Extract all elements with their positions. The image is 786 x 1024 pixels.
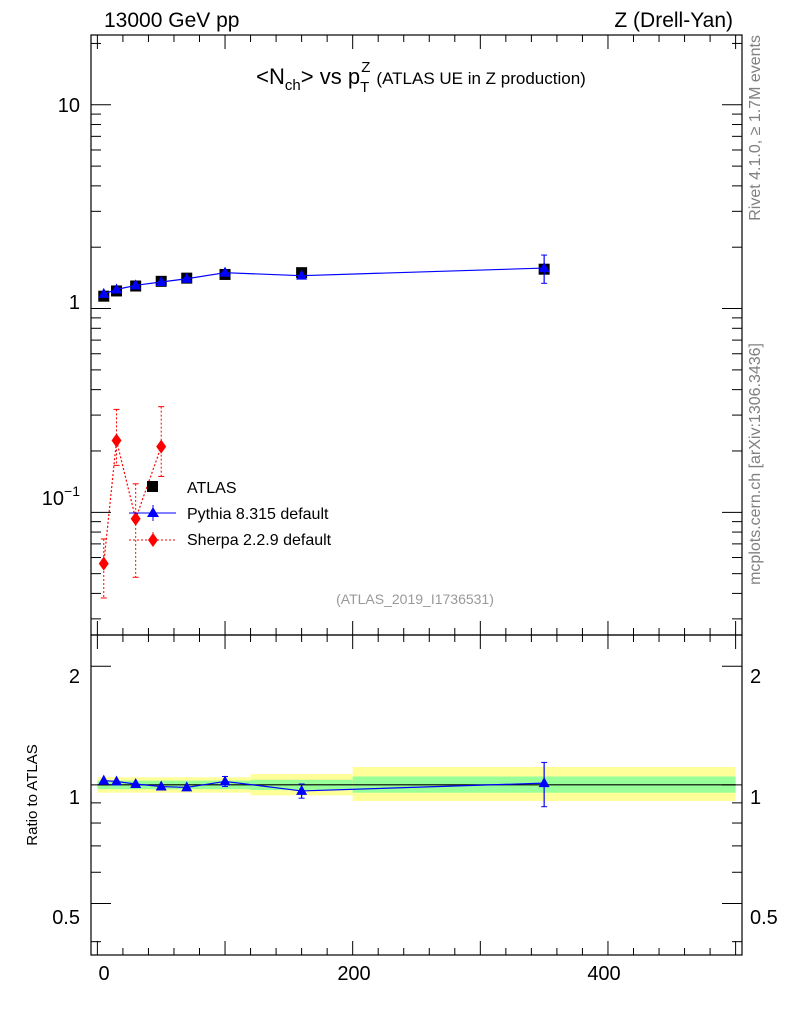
pythia-point [111,283,123,294]
sherpa-line [103,440,162,564]
legend-marker-sherpa [148,533,158,547]
sherpa-point [98,556,109,571]
title-main-sub: ch [285,77,301,94]
ratio-pythia-point [181,781,193,792]
title-main: <N [256,64,285,89]
ratio-y-tick-label-1: 1 [69,787,80,809]
ratio-pythia-point [219,775,231,786]
pythia-point [98,287,110,298]
x-tick-label-0: 0 [98,963,109,985]
y-tick-label-1: 1 [69,292,80,314]
plot-title: <Nch> vs pTZ (ATLAS UE in Z production) [256,59,586,96]
ratio-plot-frame [90,634,743,956]
y-tick-label-0.1-base: 10 [42,488,64,510]
sherpa-point [156,439,167,454]
y-tick-label-0.1: 10−1 [42,483,80,510]
legend: ATLAS Pythia 8.315 default Sherpa 2.2.9 … [129,480,332,549]
legend-label-pythia: Pythia 8.315 default [187,506,329,523]
analysis-watermark: (ATLAS_2019_I1736531) [336,591,494,607]
pythia-point [181,272,193,283]
rivet-label: Rivet 4.1.0, ≥ 1.7M events [747,35,764,221]
ratio-y-tick-label-right-1: 1 [750,787,761,809]
pythia-point [155,275,167,286]
ratio-pythia-point [130,777,142,788]
ratio-pythia-point [296,784,308,795]
y-tick-label-0.1-exp: −1 [64,483,80,499]
ratio-pythia-point [538,777,550,788]
title-var-sup: Z [361,59,370,76]
x-tick-label-200: 200 [337,963,370,985]
ratio-pythia-point [155,780,167,791]
pythia-point [296,269,308,280]
title-main-end: > vs p [301,64,360,89]
pythia-point [130,279,142,290]
pythia-line [103,267,545,295]
ratio-plot-panel: Ratio to ATLAS 2 1 0.5 2 1 0.5 0 200 400 [24,634,778,985]
ratio-y-tick-label-right-0.5: 0.5 [750,907,778,929]
sherpa-point [130,511,141,526]
ratio-pythia-point [111,775,123,786]
ratio-y-label: Ratio to ATLAS [24,744,41,845]
mcplots-label: mcplots.cern.ch [arXiv:1306.3436] [747,343,764,585]
ratio-y-tick-label-2: 2 [69,666,80,688]
sherpa-point [111,433,122,448]
legend-marker-pythia [147,507,159,517]
legend-label-atlas: ATLAS [187,480,237,497]
legend-marker-atlas [147,481,158,492]
x-tick-label-400: 400 [587,963,620,985]
main-plot-panel: <Nch> vs pTZ (ATLAS UE in Z production) 1… [42,34,743,636]
title-suffix: (ATLAS UE in Z production) [376,69,585,88]
header-left: 13000 GeV pp [104,9,239,32]
ratio-y-tick-label-right-2: 2 [750,666,761,688]
ratio-pythia-point [98,774,110,785]
title-var-sub: T [360,79,369,96]
y-tick-label-10: 10 [58,95,80,117]
legend-label-sherpa: Sherpa 2.2.9 default [187,532,332,549]
pythia-point [538,262,550,273]
header-right: Z (Drell-Yan) [614,9,733,32]
pythia-point [219,266,231,277]
ratio-y-tick-label-0.5: 0.5 [52,907,80,929]
